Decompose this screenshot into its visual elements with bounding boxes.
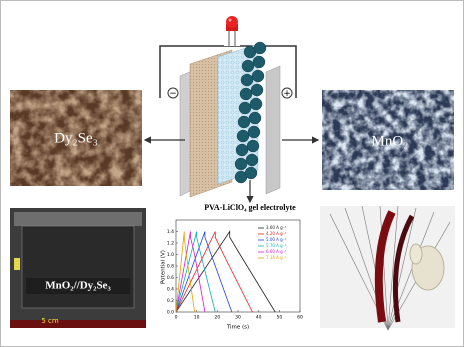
y-tick-label: 1.4 [167,229,174,235]
dy2se3-label: Dy₂Se₃ [54,130,98,146]
y-tick-label: 0.0 [167,310,174,316]
legend-label: 5.70 A g⁻¹ [266,243,287,248]
x-tick-label: 60 [297,315,303,321]
y-tick-label: 0.8 [167,264,174,270]
device-label: MnO₂//Dy₂Se₃ [45,280,111,292]
x-tick-label: 0 [175,315,178,321]
legend-label: 6.60 A g⁻¹ [266,249,287,254]
negative-terminal: − [169,89,177,99]
legend-label: 3.60 A g⁻¹ [266,225,287,230]
scale-label: 5 cm [41,317,59,325]
chart-title: PVA-LiClO₄ gel electrolyte [204,203,296,212]
x-tick-label: 50 [276,315,282,321]
x-axis-label: Time (s) [226,325,249,331]
y-tick-label: 1.2 [167,241,174,247]
graphical-abstract: − + Dy₂Se₃ MnO₂ MnO₂//Dy₂ [0,0,464,347]
x-tick-label: 30 [235,315,241,321]
y-axis-label: Potential (V) [161,250,167,284]
y-tick-label: 0.2 [167,298,174,304]
x-tick-label: 40 [256,315,262,321]
legend-label: 7.14 A g⁻¹ [266,255,287,260]
x-tick-label: 20 [214,315,220,321]
x-tick-label: 10 [194,315,200,321]
led [224,16,240,46]
positive-terminal: + [283,89,291,99]
bending-photo [320,206,455,330]
device-photo [10,208,146,328]
legend-label: 4.20 A g⁻¹ [266,231,287,236]
mno2-label: MnO₂ [372,133,409,149]
y-tick-label: 0.6 [167,275,174,281]
y-tick-label: 0.4 [167,287,174,293]
y-tick-label: 1.0 [167,252,174,258]
legend-label: 5.00 A g⁻¹ [266,237,287,242]
